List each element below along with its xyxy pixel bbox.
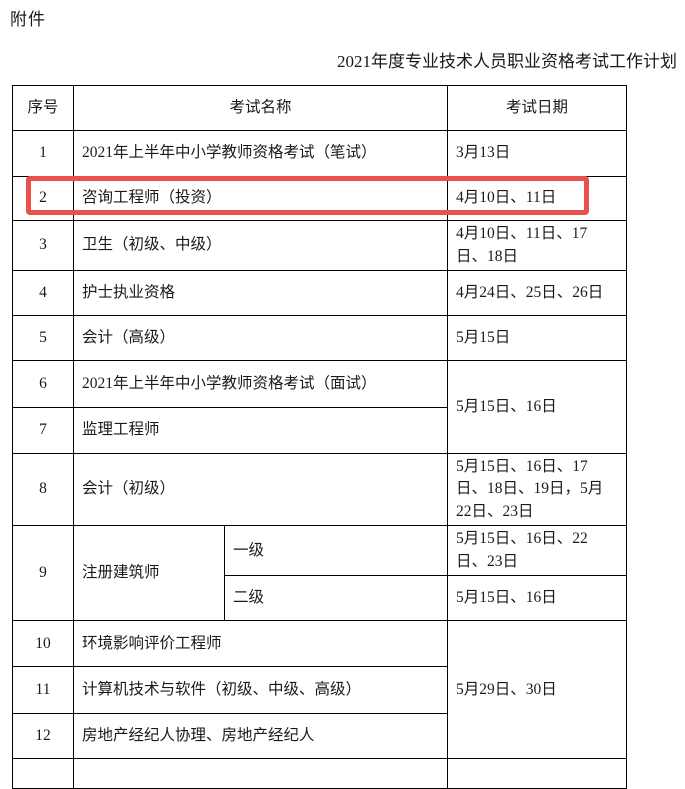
table-row: 5 会计（高级） 5月15日 [12, 315, 628, 361]
exam-level: 二级 [223, 575, 449, 622]
row-no: 4 [12, 270, 74, 316]
exam-name: 注册建筑师 [73, 525, 225, 622]
table-row: 6 2021年上半年中小学教师资格考试（面试） 5月15日、16日 [12, 360, 628, 454]
exam-level: 一级 [223, 525, 449, 577]
table-row: 1 2021年上半年中小学教师资格考试（笔试） 3月13日 [12, 130, 628, 177]
table-row: 4 护士执业资格 4月24日、25日、26日 [12, 270, 628, 316]
row-no [12, 758, 74, 789]
row-no: 6 [12, 360, 74, 408]
row-no: 7 [12, 407, 74, 454]
exam-date: 3月13日 [447, 130, 628, 177]
exam-date: 4月10日、11日、17日、18日 [447, 220, 628, 271]
page-title: 2021年度专业技术人员职业资格考试工作计划 [337, 52, 677, 71]
exam-name: 卫生（初级、中级） [72, 220, 449, 271]
exam-name: 咨询工程师（投资） [72, 176, 449, 221]
exam-date [447, 758, 628, 789]
row-no: 9 [12, 525, 74, 622]
row-no: 8 [12, 452, 74, 527]
exam-name: 房地产经纪人协理、房地产经纪人 [72, 713, 449, 760]
table-row: 3 卫生（初级、中级） 4月10日、11日、17日、18日 [12, 220, 628, 271]
table-row-clipped [12, 758, 628, 789]
row-no: 5 [12, 315, 74, 361]
row-no: 2 [12, 176, 74, 221]
exam-schedule-table: 序号 考试名称 考试日期 1 2021年上半年中小学教师资格考试（笔试） 3月1… [12, 85, 628, 789]
exam-name: 计算机技术与软件（初级、中级、高级） [72, 666, 449, 715]
exam-name: 2021年上半年中小学教师资格考试（面试） [72, 360, 449, 408]
exam-name: 会计（初级） [72, 452, 449, 527]
exam-date: 5月15日、16日、17日、18日、19日，5月22日、23日 [447, 452, 628, 527]
exam-name: 监理工程师 [72, 407, 449, 454]
table-row: 11 计算机技术与软件（初级、中级、高级） [12, 666, 627, 715]
col-header-date: 考试日期 [447, 85, 628, 131]
exam-date: 5月15日 [447, 315, 628, 361]
exam-date: 5月15日、16日 [447, 575, 628, 622]
table-row: 8 会计（初级） 5月15日、16日、17日、18日、19日，5月22日、23日 [12, 452, 628, 527]
row-no: 10 [12, 620, 74, 668]
table-row: 10 环境影响评价工程师 5月29日、30日 [12, 620, 628, 760]
exam-name: 护士执业资格 [72, 270, 449, 316]
exam-date: 4月24日、25日、26日 [447, 270, 628, 316]
exam-name [72, 758, 449, 789]
row-no: 12 [12, 713, 74, 760]
col-header-name: 考试名称 [72, 85, 449, 131]
exam-name: 2021年上半年中小学教师资格考试（笔试） [72, 130, 449, 177]
attachment-label: 附件 [10, 10, 46, 29]
col-header-no: 序号 [12, 85, 74, 131]
exam-date: 5月15日、16日 [447, 360, 628, 454]
table-header-row: 序号 考试名称 考试日期 [12, 85, 628, 131]
exam-name: 会计（高级） [72, 315, 449, 361]
table-row-highlighted: 2 咨询工程师（投资） 4月10日、11日 [12, 176, 628, 221]
exam-date: 4月10日、11日 [447, 176, 628, 221]
table-row: 9 注册建筑师 一级 5月15日、16日、22日、23日 [12, 525, 628, 622]
row-no: 11 [12, 666, 74, 715]
exam-date: 5月29日、30日 [447, 620, 628, 760]
row-no: 1 [12, 130, 74, 177]
row-no: 3 [12, 220, 74, 271]
exam-date: 5月15日、16日、22日、23日 [447, 525, 628, 577]
exam-name: 环境影响评价工程师 [72, 620, 449, 668]
